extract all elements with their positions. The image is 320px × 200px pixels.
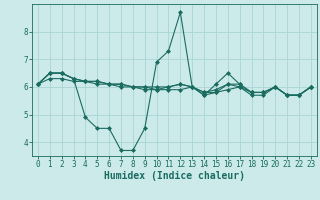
X-axis label: Humidex (Indice chaleur): Humidex (Indice chaleur) [104,171,245,181]
